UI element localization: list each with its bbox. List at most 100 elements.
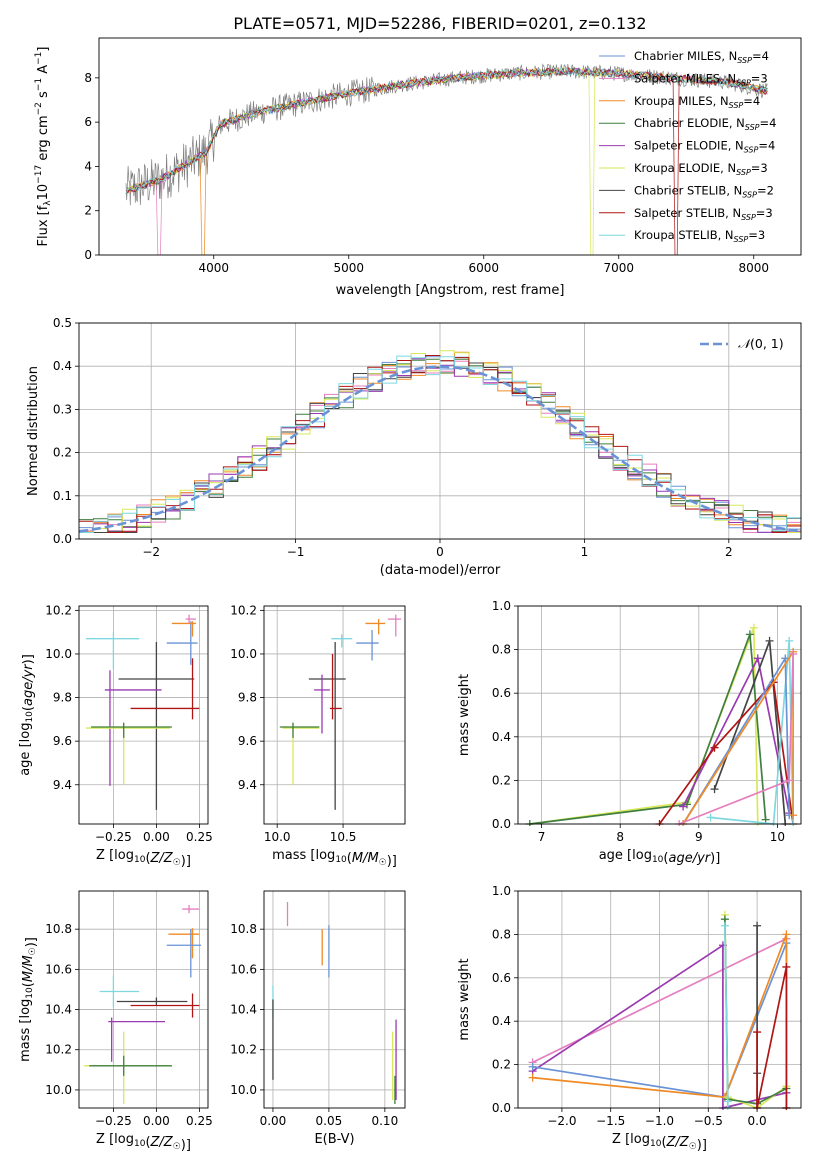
- axes-frame: [263, 605, 406, 825]
- weight-series-line: [658, 680, 794, 825]
- label-part: Chabrier ELODIE, N: [634, 116, 745, 130]
- label-part: log: [114, 1132, 134, 1147]
- label-part: SSP: [742, 190, 757, 199]
- label-part: Z [: [96, 848, 114, 863]
- y-tick-label: 1.0: [492, 884, 511, 898]
- y-tick-label: 0.5: [53, 316, 72, 330]
- x-tick-label: 10: [770, 830, 785, 844]
- label-part: mass [: [18, 1019, 33, 1062]
- label-part: 10: [36, 184, 51, 201]
- legend-label: Salpeter MILES, NSSP=3: [634, 71, 768, 87]
- label-part: E(B-V): [314, 1132, 354, 1147]
- label-part: log: [18, 723, 33, 743]
- label-part: s: [36, 91, 51, 102]
- x-tick-label: −1.5: [596, 1114, 625, 1128]
- data-point: [99, 975, 140, 1008]
- label-part: Z/Z: [150, 851, 174, 866]
- label-part: −1: [34, 52, 44, 65]
- x-axis-label: Z [log10(Z/Z☉)]: [612, 1132, 707, 1153]
- label-part: =3: [756, 206, 773, 220]
- x-axis-label: Z [log10(Z/Z☉)]: [96, 848, 191, 869]
- y-axis-label: Normed distribution: [26, 366, 41, 496]
- errorbars: [84, 905, 202, 1104]
- label-part: (0, 1): [750, 336, 784, 351]
- label-part: =3: [748, 228, 765, 242]
- label-part: log: [18, 999, 33, 1019]
- label-part: SSP: [736, 168, 751, 177]
- chart-age-vs-mass: 10.0 10.5 9.4 9.6 9.8 10.0 10.2 mass [log10(M/M…: [230, 603, 406, 869]
- label-part: (: [661, 1135, 666, 1150]
- y-tick-label: 10.6: [45, 962, 72, 976]
- weight-series-line: [532, 943, 787, 1110]
- label-part: =4: [758, 139, 775, 153]
- y-tick-label: 10.2: [230, 1043, 257, 1057]
- data-point: [282, 723, 320, 785]
- label-part: Flux [f: [36, 205, 51, 246]
- y-tick-label: 0.2: [492, 773, 511, 787]
- y-axis-label: mass [log10(M/M☉)]: [18, 937, 39, 1062]
- label-part: 10: [134, 1139, 146, 1149]
- label-part: Z [: [96, 1132, 114, 1147]
- histogram-step: [79, 355, 801, 533]
- label-part: =4: [743, 94, 760, 108]
- y-tick-label: 0.4: [492, 730, 511, 744]
- data-point: [85, 723, 171, 785]
- label-part: (: [663, 851, 668, 866]
- y-tick-label: 0.6: [492, 971, 511, 985]
- x-tick-label: 0.05: [316, 1114, 343, 1128]
- x-axis-label: age [log10(age/yr)]: [599, 848, 721, 866]
- y-tick-label: 10.0: [45, 647, 72, 661]
- label-part: )]: [387, 854, 397, 869]
- x-tick-label: −2: [142, 545, 160, 559]
- x-tick-label: 0.25: [186, 830, 213, 844]
- legend-label: Chabrier STELIB, NSSP=2: [634, 183, 774, 199]
- label-part: (: [145, 851, 150, 866]
- normal-curve: [79, 365, 801, 533]
- label-part: =4: [760, 116, 777, 130]
- weight-marker: [765, 636, 774, 645]
- label-part: ☉: [173, 1142, 181, 1152]
- y-tick-label: 10.4: [230, 1003, 257, 1017]
- label-part: SSP: [745, 123, 760, 132]
- x-tick-label: 9: [695, 830, 703, 844]
- legend-label: Salpeter STELIB, NSSP=3: [634, 206, 773, 222]
- y-tick-label: 9.4: [53, 778, 72, 792]
- weight-marker: [528, 1073, 537, 1082]
- weight-marker: [753, 1028, 762, 1037]
- x-axis-label: mass [log10(M/M☉)]: [272, 848, 397, 869]
- data-point: [130, 993, 200, 1018]
- weight-series-line: [529, 634, 767, 825]
- weight-marker: [785, 636, 794, 645]
- weight-marker: [761, 815, 770, 824]
- data-point: [84, 1031, 172, 1104]
- y-tick-label: 0.1: [53, 489, 72, 503]
- label-part: (data-model)/error: [380, 563, 501, 578]
- weight-marker: [782, 962, 791, 971]
- data-point: [314, 674, 330, 734]
- label-part: −1: [34, 78, 44, 91]
- data-point: [85, 632, 140, 670]
- x-axis-label: E(B-V): [314, 1132, 354, 1147]
- label-part: (: [21, 706, 36, 711]
- data-point: [308, 641, 346, 810]
- label-part: log: [630, 1132, 650, 1147]
- label-part: A: [36, 65, 51, 78]
- y-tick-label: 0.4: [492, 1014, 511, 1028]
- label-part: Normed distribution: [26, 366, 41, 496]
- y-tick-label: 10.2: [45, 603, 72, 617]
- x-tick-label: 0.00: [143, 830, 170, 844]
- y-axis-label: age [log10(age/yr)]: [18, 654, 36, 776]
- label-part: (: [347, 851, 352, 866]
- y-tick-label: 0: [84, 248, 92, 262]
- axes-frame: [517, 890, 802, 1109]
- weight-marker: [710, 743, 719, 752]
- legend-label: Kroupa ELODIE, NSSP=3: [634, 161, 768, 177]
- chart-age-vs-Z: −0.25 0.00 0.259.49.69.810.010.2Z [log10(Z…: [18, 603, 213, 869]
- data-point: [168, 928, 200, 959]
- label-part: ☉: [379, 858, 387, 868]
- y-tick-label: 9.6: [238, 734, 257, 748]
- x-tick-label: −0.25: [95, 1114, 132, 1128]
- y-tick-label: 0.6: [492, 686, 511, 700]
- x-tick-label: 1: [581, 545, 589, 559]
